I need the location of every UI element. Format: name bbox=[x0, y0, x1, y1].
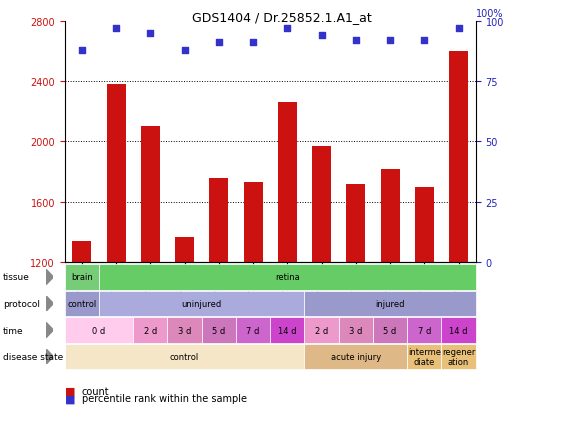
Text: protocol: protocol bbox=[3, 299, 40, 308]
Bar bbox=[141, 127, 160, 434]
Polygon shape bbox=[46, 323, 53, 338]
Text: disease state: disease state bbox=[3, 352, 63, 361]
Text: 5 d: 5 d bbox=[383, 326, 397, 335]
Bar bbox=[244, 183, 262, 434]
Bar bbox=[209, 178, 228, 434]
Polygon shape bbox=[46, 296, 53, 311]
Text: 3 d: 3 d bbox=[349, 326, 363, 335]
Point bbox=[180, 47, 189, 54]
Bar bbox=[107, 85, 126, 434]
Bar bbox=[449, 52, 468, 434]
Text: 14 d: 14 d bbox=[278, 326, 297, 335]
Bar bbox=[278, 103, 297, 434]
Text: ■: ■ bbox=[65, 394, 75, 403]
Text: control: control bbox=[170, 352, 199, 361]
Bar bbox=[415, 187, 434, 434]
Text: 3 d: 3 d bbox=[178, 326, 191, 335]
Text: regener
ation: regener ation bbox=[442, 347, 475, 366]
Text: GDS1404 / Dr.25852.1.A1_at: GDS1404 / Dr.25852.1.A1_at bbox=[191, 11, 372, 24]
Point bbox=[249, 40, 258, 47]
Text: retina: retina bbox=[275, 273, 300, 282]
Bar bbox=[175, 237, 194, 434]
Text: control: control bbox=[67, 299, 96, 308]
Text: time: time bbox=[3, 326, 24, 335]
Text: 2 d: 2 d bbox=[144, 326, 157, 335]
Bar bbox=[312, 147, 331, 434]
Text: 7 d: 7 d bbox=[418, 326, 431, 335]
Text: percentile rank within the sample: percentile rank within the sample bbox=[82, 394, 247, 403]
Point bbox=[283, 26, 292, 33]
Point bbox=[215, 40, 224, 47]
Bar bbox=[381, 169, 400, 434]
Text: brain: brain bbox=[71, 273, 93, 282]
Point bbox=[351, 37, 360, 44]
Polygon shape bbox=[46, 270, 53, 285]
Point bbox=[420, 37, 429, 44]
Bar bbox=[346, 184, 365, 434]
Text: 100%: 100% bbox=[476, 9, 503, 19]
Point bbox=[146, 30, 155, 37]
Bar bbox=[73, 241, 91, 434]
Text: tissue: tissue bbox=[3, 273, 30, 282]
Text: 7 d: 7 d bbox=[247, 326, 260, 335]
Text: count: count bbox=[82, 386, 109, 396]
Text: injured: injured bbox=[376, 299, 405, 308]
Point bbox=[77, 47, 86, 54]
Text: 5 d: 5 d bbox=[212, 326, 226, 335]
Point bbox=[386, 37, 395, 44]
Point bbox=[317, 33, 326, 39]
Point bbox=[111, 26, 120, 33]
Text: interme
diate: interme diate bbox=[408, 347, 441, 366]
Text: ■: ■ bbox=[65, 386, 75, 396]
Text: uninjured: uninjured bbox=[182, 299, 222, 308]
Point bbox=[454, 26, 463, 33]
Text: 2 d: 2 d bbox=[315, 326, 328, 335]
Text: 14 d: 14 d bbox=[449, 326, 468, 335]
Text: acute injury: acute injury bbox=[330, 352, 381, 361]
Text: 0 d: 0 d bbox=[92, 326, 106, 335]
Polygon shape bbox=[46, 349, 53, 364]
